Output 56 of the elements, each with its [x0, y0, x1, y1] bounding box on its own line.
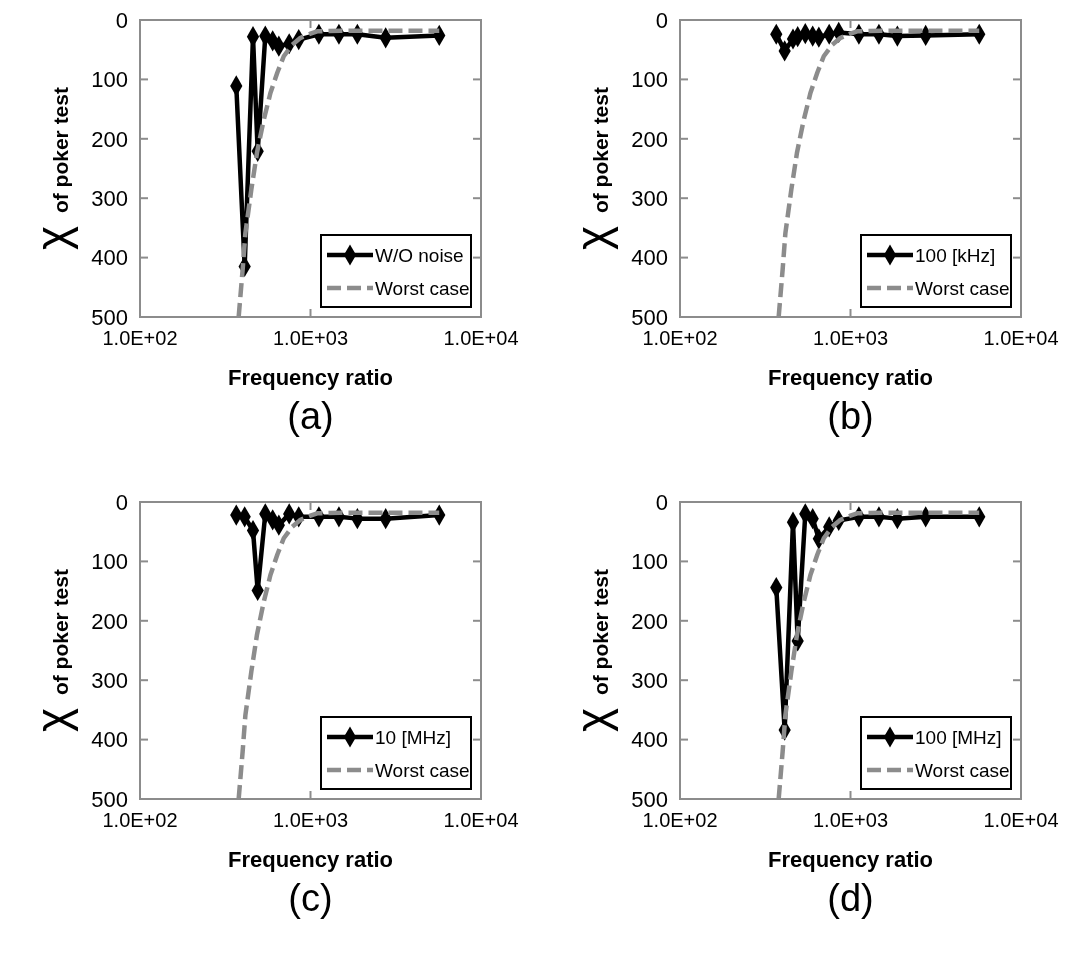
- y-tick-label: 100: [91, 549, 128, 575]
- legend-label: 10 [MHz]: [375, 726, 452, 748]
- legend-label: Worst case: [375, 277, 470, 299]
- y-tick-label: 400: [91, 245, 128, 271]
- y-tick-label: 0: [655, 7, 668, 33]
- x-tick-label: 1.0E+02: [102, 327, 178, 349]
- x-tick-label: 1.0E+03: [272, 327, 349, 349]
- legend-label: Worst case: [375, 759, 470, 781]
- legend-label: 100 [kHz]: [915, 244, 996, 266]
- y-tick-label: 0: [655, 489, 668, 515]
- y-axis-title: χ of poker test: [25, 87, 78, 250]
- x-tick-label: 1.0E+03: [812, 809, 889, 831]
- x-axis-title: Frequency ratio: [767, 847, 934, 872]
- y-tick-label: 300: [91, 667, 128, 693]
- x-tick-label: 1.0E+02: [642, 327, 718, 349]
- legend-label: W/O noise: [375, 244, 464, 266]
- x-tick-label: 1.0E+02: [102, 809, 178, 831]
- x-axis-title: Frequency ratio: [227, 847, 394, 872]
- text: (d): [827, 877, 874, 919]
- x-tick-label: 1.0E+04: [443, 809, 519, 831]
- y-tick-label: 300: [631, 667, 668, 693]
- text: (a): [287, 395, 334, 437]
- y-axis-title: χ of poker test: [25, 569, 78, 732]
- x-tick-label: 1.0E+03: [272, 809, 349, 831]
- x-tick-label: 1.0E+04: [443, 327, 519, 349]
- x-tick-label: 1.0E+02: [642, 809, 718, 831]
- y-tick-label: 0: [115, 7, 128, 33]
- legend-label: 100 [MHz]: [915, 726, 1002, 748]
- text: (c): [288, 877, 333, 919]
- y-tick-label: 100: [631, 549, 668, 575]
- x-axis-title: Frequency ratio: [767, 365, 934, 390]
- y-tick-label: 500: [631, 786, 668, 812]
- y-tick-label: 100: [91, 67, 128, 93]
- y-tick-label: 500: [631, 304, 668, 330]
- y-tick-label: 200: [91, 126, 128, 152]
- x-tick-label: 1.0E+04: [983, 327, 1059, 349]
- x-axis-title: Frequency ratio: [227, 365, 394, 390]
- text: (b): [827, 395, 874, 437]
- y-tick-label: 500: [91, 304, 128, 330]
- y-axis-title: χ of poker test: [565, 569, 618, 732]
- y-axis-title: χ of poker test: [565, 87, 618, 250]
- y-tick-label: 0: [115, 489, 128, 515]
- legend-label: Worst case: [915, 759, 1010, 781]
- y-tick-label: 100: [631, 67, 668, 93]
- y-tick-label: 400: [91, 727, 128, 753]
- y-tick-label: 200: [631, 126, 668, 152]
- x-tick-label: 1.0E+04: [983, 809, 1059, 831]
- y-tick-label: 400: [631, 245, 668, 271]
- legend-label: Worst case: [915, 277, 1010, 299]
- y-tick-label: 400: [631, 727, 668, 753]
- y-tick-label: 500: [91, 786, 128, 812]
- y-tick-label: 200: [631, 608, 668, 634]
- x-tick-label: 1.0E+03: [812, 327, 889, 349]
- y-tick-label: 300: [631, 185, 668, 211]
- y-tick-label: 200: [91, 608, 128, 634]
- y-tick-label: 300: [91, 185, 128, 211]
